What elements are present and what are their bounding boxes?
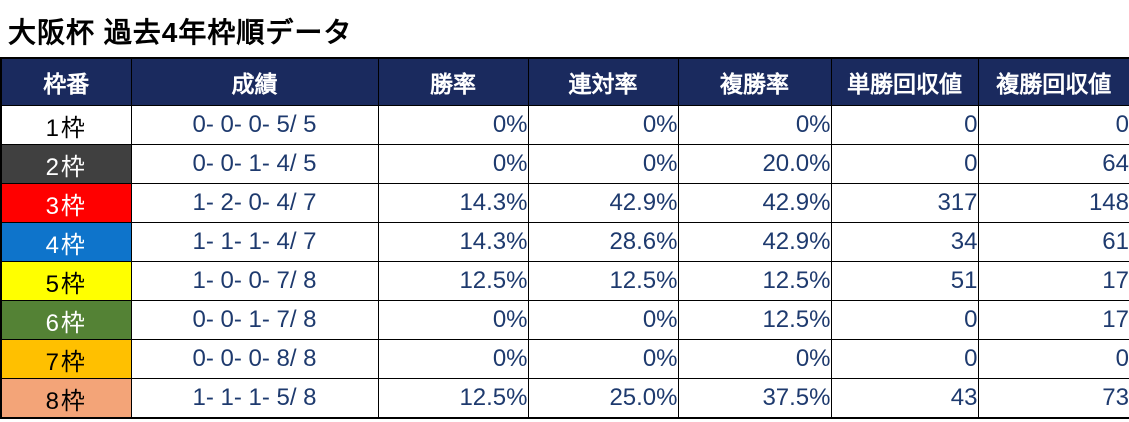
frame-cell: 8枠 <box>0 378 132 419</box>
frame-cell: 3枠 <box>0 183 132 223</box>
show-rate-cell: 37.5% <box>677 378 832 419</box>
win-return-cell: 43 <box>830 378 979 419</box>
win-rate-cell: 14.3% <box>377 222 529 262</box>
record-cell: 0- 0- 0- 8/ 8 <box>130 339 379 379</box>
show-return-cell: 61 <box>977 222 1129 262</box>
place-rate-cell: 0% <box>527 339 679 379</box>
col-header-frame: 枠番 <box>0 57 132 106</box>
show-return-cell: 73 <box>977 378 1129 419</box>
place-rate-cell: 12.5% <box>527 261 679 301</box>
show-return-cell: 0 <box>977 339 1129 379</box>
show-return-cell: 64 <box>977 144 1129 184</box>
frame-data-table: 枠番 成績 勝率 連対率 複勝率 単勝回収値 複勝回収値 1枠 0- 0- 0-… <box>0 57 1129 419</box>
win-return-cell: 317 <box>830 183 979 223</box>
win-rate-cell: 0% <box>377 339 529 379</box>
win-rate-cell: 12.5% <box>377 261 529 301</box>
win-return-cell: 0 <box>830 144 979 184</box>
header-row: 枠番 成績 勝率 連対率 複勝率 単勝回収値 複勝回収値 <box>0 57 1129 106</box>
place-rate-cell: 0% <box>527 144 679 184</box>
record-cell: 1- 2- 0- 4/ 7 <box>130 183 379 223</box>
win-return-cell: 34 <box>830 222 979 262</box>
col-header-place-rate: 連対率 <box>527 57 679 106</box>
table-row: 8枠 1- 1- 1- 5/ 8 12.5% 25.0% 37.5% 43 73 <box>0 378 1129 419</box>
frame-cell: 6枠 <box>0 300 132 340</box>
table-row: 7枠 0- 0- 0- 8/ 8 0% 0% 0% 0 0 <box>0 339 1129 379</box>
show-return-cell: 148 <box>977 183 1129 223</box>
place-rate-cell: 25.0% <box>527 378 679 419</box>
frame-cell: 5枠 <box>0 261 132 301</box>
show-rate-cell: 0% <box>677 105 832 145</box>
win-rate-cell: 0% <box>377 300 529 340</box>
win-return-cell: 0 <box>830 105 979 145</box>
table-row: 6枠 0- 0- 1- 7/ 8 0% 0% 12.5% 0 17 <box>0 300 1129 340</box>
frame-cell: 1枠 <box>0 105 132 145</box>
show-rate-cell: 42.9% <box>677 222 832 262</box>
col-header-record: 成績 <box>130 57 379 106</box>
record-cell: 1- 1- 1- 5/ 8 <box>130 378 379 419</box>
col-header-win-rate: 勝率 <box>377 57 529 106</box>
record-cell: 1- 0- 0- 7/ 8 <box>130 261 379 301</box>
table-row: 3枠 1- 2- 0- 4/ 7 14.3% 42.9% 42.9% 317 1… <box>0 183 1129 223</box>
table-row: 5枠 1- 0- 0- 7/ 8 12.5% 12.5% 12.5% 51 17 <box>0 261 1129 301</box>
win-return-cell: 0 <box>830 300 979 340</box>
show-return-cell: 0 <box>977 105 1129 145</box>
col-header-show-return: 複勝回収値 <box>977 57 1129 106</box>
win-rate-cell: 0% <box>377 144 529 184</box>
record-cell: 0- 0- 1- 7/ 8 <box>130 300 379 340</box>
show-rate-cell: 20.0% <box>677 144 832 184</box>
record-cell: 0- 0- 0- 5/ 5 <box>130 105 379 145</box>
table-row: 4枠 1- 1- 1- 4/ 7 14.3% 28.6% 42.9% 34 61 <box>0 222 1129 262</box>
table-row: 1枠 0- 0- 0- 5/ 5 0% 0% 0% 0 0 <box>0 105 1129 145</box>
col-header-show-rate: 複勝率 <box>677 57 832 106</box>
col-header-win-return: 単勝回収値 <box>830 57 979 106</box>
frame-cell: 2枠 <box>0 144 132 184</box>
win-rate-cell: 14.3% <box>377 183 529 223</box>
show-return-cell: 17 <box>977 261 1129 301</box>
win-rate-cell: 12.5% <box>377 378 529 419</box>
show-rate-cell: 12.5% <box>677 300 832 340</box>
table-row: 2枠 0- 0- 1- 4/ 5 0% 0% 20.0% 0 64 <box>0 144 1129 184</box>
frame-cell: 7枠 <box>0 339 132 379</box>
place-rate-cell: 0% <box>527 300 679 340</box>
record-cell: 1- 1- 1- 4/ 7 <box>130 222 379 262</box>
frame-cell: 4枠 <box>0 222 132 262</box>
page-title: 大阪杯 過去4年枠順データ <box>8 17 353 48</box>
show-return-cell: 17 <box>977 300 1129 340</box>
place-rate-cell: 28.6% <box>527 222 679 262</box>
win-return-cell: 0 <box>830 339 979 379</box>
show-rate-cell: 42.9% <box>677 183 832 223</box>
win-return-cell: 51 <box>830 261 979 301</box>
place-rate-cell: 42.9% <box>527 183 679 223</box>
show-rate-cell: 0% <box>677 339 832 379</box>
place-rate-cell: 0% <box>527 105 679 145</box>
win-rate-cell: 0% <box>377 105 529 145</box>
show-rate-cell: 12.5% <box>677 261 832 301</box>
record-cell: 0- 0- 1- 4/ 5 <box>130 144 379 184</box>
